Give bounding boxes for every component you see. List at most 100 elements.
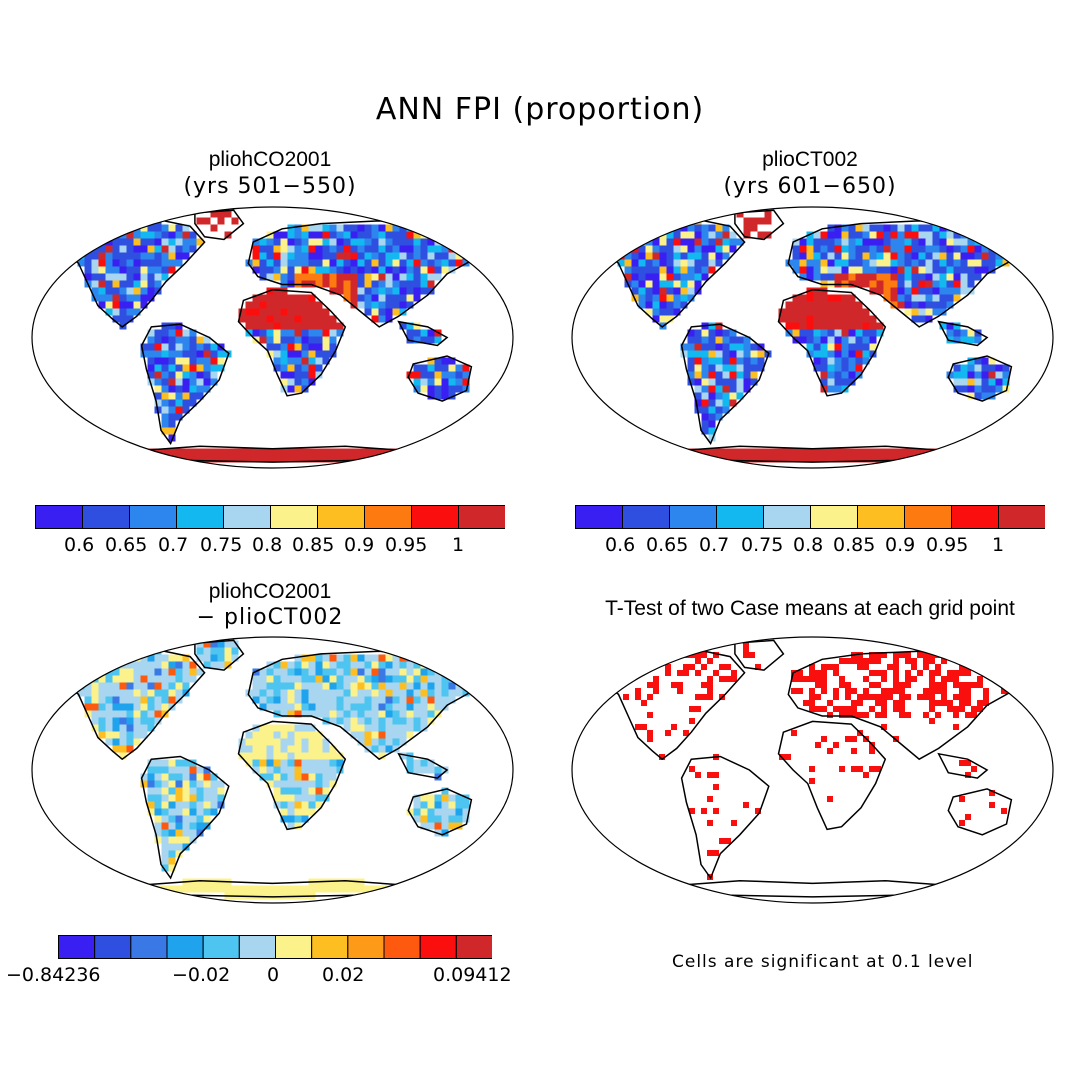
- grid-cell: [154, 829, 162, 837]
- grid-cell: [280, 245, 288, 253]
- grid-cell: [350, 224, 358, 232]
- grid-cell: [953, 694, 959, 700]
- grid-cell: [385, 710, 393, 718]
- grid-cell: [862, 245, 870, 253]
- grid-cell: [925, 308, 933, 316]
- grid-cell: [161, 245, 169, 253]
- grid-cell: [161, 801, 169, 809]
- grid-cell: [399, 266, 407, 274]
- grid-cell: [427, 822, 435, 830]
- grid-cell: [308, 682, 316, 690]
- grid-cell: [161, 815, 169, 823]
- grid-cell: [624, 252, 632, 260]
- grid-cell: [119, 703, 127, 711]
- grid-cell: [168, 245, 176, 253]
- grid-cell: [217, 217, 225, 225]
- grid-cell: [336, 696, 344, 704]
- grid-cell: [385, 455, 393, 463]
- grid-cell: [364, 675, 372, 683]
- grid-cell: [729, 238, 737, 246]
- grid-cell: [925, 245, 933, 253]
- grid-cell: [925, 224, 933, 232]
- grid-cell: [965, 772, 971, 778]
- grid-cell: [887, 664, 893, 670]
- grid-cell: [967, 378, 975, 386]
- grid-cell: [946, 245, 954, 253]
- grid-cell: [813, 273, 821, 281]
- grid-cell: [771, 210, 779, 218]
- grid-cell: [147, 245, 155, 253]
- grid-cell: [1009, 245, 1017, 253]
- grid-cell: [441, 808, 449, 816]
- grid-cell: [757, 455, 765, 463]
- grid-cell: [406, 329, 414, 337]
- grid-cell: [799, 238, 807, 246]
- grid-cell: [154, 766, 162, 774]
- grid-cell: [322, 245, 330, 253]
- grid-cell: [112, 224, 120, 232]
- grid-cell: [841, 273, 849, 281]
- grid-cell: [343, 878, 351, 886]
- grid-cell: [196, 455, 204, 463]
- grid-cell: [280, 766, 288, 774]
- grid-cell: [266, 696, 274, 704]
- grid-cell: [154, 822, 162, 830]
- grid-cell: [708, 364, 716, 372]
- grid-cell: [722, 245, 730, 253]
- grid-cell: [182, 399, 190, 407]
- grid-cell: [147, 252, 155, 260]
- grid-cell: [315, 245, 323, 253]
- grid-cell: [133, 273, 141, 281]
- grid-cell: [203, 455, 211, 463]
- grid-cell: [647, 712, 653, 718]
- grid-cell: [280, 448, 288, 456]
- grid-cell: [659, 280, 667, 288]
- grid-cell: [308, 766, 316, 774]
- colorbar-panel1-tick: 0.9: [344, 534, 375, 556]
- grid-cell: [182, 822, 190, 830]
- grid-cell: [863, 658, 869, 664]
- grid-cell: [168, 329, 176, 337]
- grid-cell: [420, 717, 428, 725]
- grid-cell: [203, 787, 211, 795]
- grid-cell: [105, 287, 113, 295]
- grid-cell: [827, 748, 833, 754]
- grid-cell: [834, 238, 842, 246]
- grid-cell: [911, 301, 919, 309]
- grid-cell: [617, 231, 625, 239]
- grid-cell: [413, 668, 421, 676]
- grid-cell: [641, 664, 647, 670]
- colorbar-panel3-tick: 0: [267, 964, 280, 986]
- grid-cell: [133, 294, 141, 302]
- grid-cell: [689, 766, 695, 772]
- grid-cell: [988, 252, 996, 260]
- grid-cell: [266, 759, 274, 767]
- grid-cell: [455, 231, 463, 239]
- grid-cell: [182, 661, 190, 669]
- grid-cell: [974, 266, 982, 274]
- grid-cell: [834, 252, 842, 260]
- grid-cell: [869, 287, 877, 295]
- grid-cell: [322, 885, 330, 893]
- grid-cell: [918, 245, 926, 253]
- grid-cell: [126, 224, 134, 232]
- grid-cell: [266, 752, 274, 760]
- grid-cell: [161, 773, 169, 781]
- grid-cell: [329, 329, 337, 337]
- grid-cell: [645, 252, 653, 260]
- grid-cell: [736, 238, 744, 246]
- grid-cell: [806, 329, 814, 337]
- grid-cell: [336, 710, 344, 718]
- grid-cell: [154, 703, 162, 711]
- grid-cell: [147, 808, 155, 816]
- grid-cell: [653, 688, 659, 694]
- grid-cell: [280, 696, 288, 704]
- grid-cell: [1001, 808, 1007, 814]
- grid-cell: [364, 689, 372, 697]
- grid-cell: [371, 238, 379, 246]
- grid-cell: [70, 682, 78, 690]
- grid-cell: [105, 647, 113, 655]
- grid-cell: [834, 315, 842, 323]
- grid-cell: [147, 794, 155, 802]
- grid-cell: [778, 455, 786, 463]
